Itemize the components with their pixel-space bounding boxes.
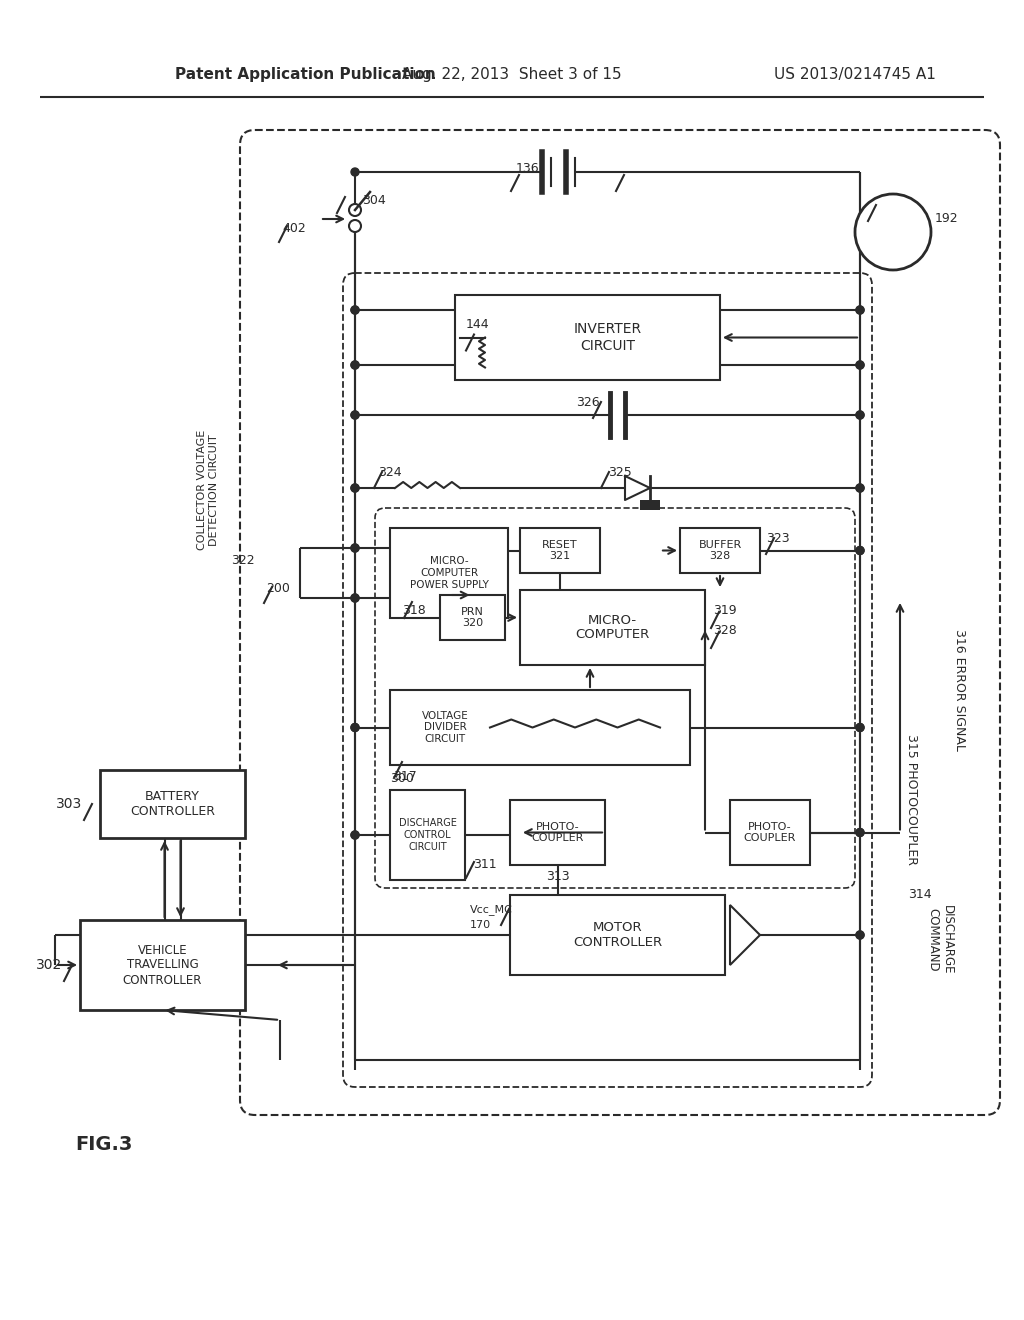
Circle shape xyxy=(856,723,864,731)
Circle shape xyxy=(351,832,359,840)
Circle shape xyxy=(856,360,864,370)
Text: 326: 326 xyxy=(577,396,600,409)
Text: 325: 325 xyxy=(608,466,632,479)
Circle shape xyxy=(855,194,931,271)
Text: Patent Application Publication: Patent Application Publication xyxy=(175,67,436,82)
Circle shape xyxy=(856,829,864,837)
Text: 319: 319 xyxy=(713,603,736,616)
Circle shape xyxy=(351,484,359,492)
Circle shape xyxy=(856,360,864,370)
FancyBboxPatch shape xyxy=(343,273,872,1086)
Text: BUFFER
328: BUFFER 328 xyxy=(698,540,741,561)
Text: DISCHARGE
CONTROL
CIRCUIT: DISCHARGE CONTROL CIRCUIT xyxy=(398,818,457,851)
Text: 303: 303 xyxy=(55,797,82,810)
Text: 313: 313 xyxy=(546,870,569,883)
FancyBboxPatch shape xyxy=(375,508,855,888)
Circle shape xyxy=(351,360,359,370)
Text: COLLECTOR VOLTAGE
DETECTION CIRCUIT: COLLECTOR VOLTAGE DETECTION CIRCUIT xyxy=(198,430,219,550)
Bar xyxy=(510,800,605,865)
Circle shape xyxy=(856,546,864,554)
Text: 316 ERROR SIGNAL: 316 ERROR SIGNAL xyxy=(953,630,967,751)
Circle shape xyxy=(856,306,864,314)
Text: 200: 200 xyxy=(266,582,290,594)
Text: Vcc_MC: Vcc_MC xyxy=(470,904,513,916)
Circle shape xyxy=(856,723,864,731)
Text: 136: 136 xyxy=(515,161,539,174)
Bar xyxy=(80,920,245,1010)
Bar xyxy=(520,528,600,573)
Circle shape xyxy=(856,484,864,492)
Text: 315 PHOTOCOUPLER: 315 PHOTOCOUPLER xyxy=(905,734,919,866)
Circle shape xyxy=(856,931,864,939)
Circle shape xyxy=(351,544,359,552)
Bar xyxy=(520,590,705,665)
Text: DISCHARGE
COMMAND: DISCHARGE COMMAND xyxy=(926,906,954,974)
Text: FIG.3: FIG.3 xyxy=(75,1135,132,1155)
Circle shape xyxy=(351,594,359,602)
FancyBboxPatch shape xyxy=(240,129,1000,1115)
Bar xyxy=(390,690,690,766)
Circle shape xyxy=(351,723,359,731)
Text: 314: 314 xyxy=(908,888,932,902)
Circle shape xyxy=(351,306,359,314)
Circle shape xyxy=(351,411,359,418)
Circle shape xyxy=(856,411,864,418)
Text: 311: 311 xyxy=(473,858,497,871)
Text: 300: 300 xyxy=(390,771,414,784)
Text: RESET
321: RESET 321 xyxy=(542,540,578,561)
Bar xyxy=(730,800,810,865)
Text: 318: 318 xyxy=(402,603,426,616)
Circle shape xyxy=(349,220,361,232)
Text: PHOTO-
COUPLER: PHOTO- COUPLER xyxy=(531,821,584,843)
Text: 304: 304 xyxy=(362,194,386,206)
Text: 324: 324 xyxy=(378,466,401,479)
Bar xyxy=(455,294,720,380)
Text: 302: 302 xyxy=(36,958,62,972)
Text: MICRO-
COMPUTER: MICRO- COMPUTER xyxy=(575,614,649,642)
Bar xyxy=(440,595,505,640)
Circle shape xyxy=(351,594,359,602)
Text: BATTERY
CONTROLLER: BATTERY CONTROLLER xyxy=(130,789,215,818)
Text: VOLTAGE
DIVIDER
CIRCUIT: VOLTAGE DIVIDER CIRCUIT xyxy=(422,711,468,744)
Text: Aug. 22, 2013  Sheet 3 of 15: Aug. 22, 2013 Sheet 3 of 15 xyxy=(402,67,622,82)
Text: MICRO-
COMPUTER
POWER SUPPLY: MICRO- COMPUTER POWER SUPPLY xyxy=(410,557,488,590)
Bar xyxy=(390,789,465,880)
Text: VEHICLE
TRAVELLING
CONTROLLER: VEHICLE TRAVELLING CONTROLLER xyxy=(123,944,202,986)
Text: 322: 322 xyxy=(231,553,255,566)
Bar xyxy=(100,770,245,838)
Circle shape xyxy=(351,723,359,731)
Circle shape xyxy=(351,484,359,492)
Circle shape xyxy=(351,411,359,418)
Circle shape xyxy=(351,544,359,552)
Circle shape xyxy=(351,360,359,370)
Circle shape xyxy=(856,484,864,492)
Text: 323: 323 xyxy=(766,532,790,544)
Circle shape xyxy=(351,832,359,840)
Bar xyxy=(680,528,760,573)
Polygon shape xyxy=(730,906,760,965)
Circle shape xyxy=(856,306,864,314)
Text: 328: 328 xyxy=(713,623,736,636)
Text: INVERTER
CIRCUIT: INVERTER CIRCUIT xyxy=(573,322,642,352)
Circle shape xyxy=(349,205,361,216)
Circle shape xyxy=(856,829,864,837)
Text: 402: 402 xyxy=(283,222,306,235)
Text: 144: 144 xyxy=(465,318,488,331)
Bar xyxy=(390,528,508,618)
Bar xyxy=(510,895,725,975)
Text: PRN
320: PRN 320 xyxy=(461,607,484,628)
Text: 170: 170 xyxy=(470,920,492,931)
Text: 192: 192 xyxy=(935,211,958,224)
Text: MOTOR
CONTROLLER: MOTOR CONTROLLER xyxy=(573,921,663,949)
Circle shape xyxy=(351,168,359,176)
Text: PHOTO-
COUPLER: PHOTO- COUPLER xyxy=(743,821,797,843)
Bar xyxy=(640,500,660,510)
Circle shape xyxy=(351,306,359,314)
Circle shape xyxy=(856,931,864,939)
Circle shape xyxy=(856,546,864,554)
Circle shape xyxy=(856,411,864,418)
Text: US 2013/0214745 A1: US 2013/0214745 A1 xyxy=(774,67,936,82)
Text: 317: 317 xyxy=(393,771,417,784)
